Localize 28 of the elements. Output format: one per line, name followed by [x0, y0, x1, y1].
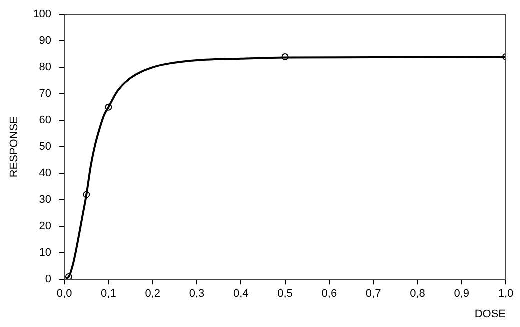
x-axis-title: DOSE — [474, 308, 506, 320]
x-tick-label: 0,0 — [56, 288, 72, 300]
y-tick-label: 100 — [33, 8, 52, 21]
y-tick-label: 50 — [39, 141, 52, 154]
y-tick-label: 20 — [39, 220, 52, 233]
y-tick-label: 60 — [39, 114, 52, 127]
y-tick-label: 40 — [39, 168, 52, 180]
x-tick-label: 0,3 — [189, 288, 205, 300]
y-tick-label: 0 — [45, 274, 52, 286]
y-tick-label: 70 — [39, 88, 52, 100]
x-tick-label: 0,4 — [233, 288, 249, 300]
x-tick-label: 0,6 — [322, 288, 338, 300]
point — [282, 54, 289, 60]
x-tick-label: 0,9 — [454, 288, 470, 300]
point — [105, 104, 112, 111]
y-tick-label: 80 — [39, 62, 52, 74]
x-tick-label: 0,8 — [410, 288, 426, 300]
x-tick-label: 0,5 — [278, 288, 293, 300]
y-tick-label: 10 — [39, 247, 52, 260]
point — [83, 191, 90, 198]
x-tick-label: 0,2 — [145, 288, 160, 300]
x-tick-label: 0,7 — [366, 288, 382, 300]
y-tick-label: 30 — [39, 194, 52, 206]
x-tick-label: 0,1 — [101, 288, 116, 300]
point — [65, 273, 72, 280]
x-tick-label: 1,0 — [498, 288, 514, 300]
y-tick-label: 90 — [39, 35, 52, 48]
y-axis-title: RESPONSE — [8, 116, 21, 178]
